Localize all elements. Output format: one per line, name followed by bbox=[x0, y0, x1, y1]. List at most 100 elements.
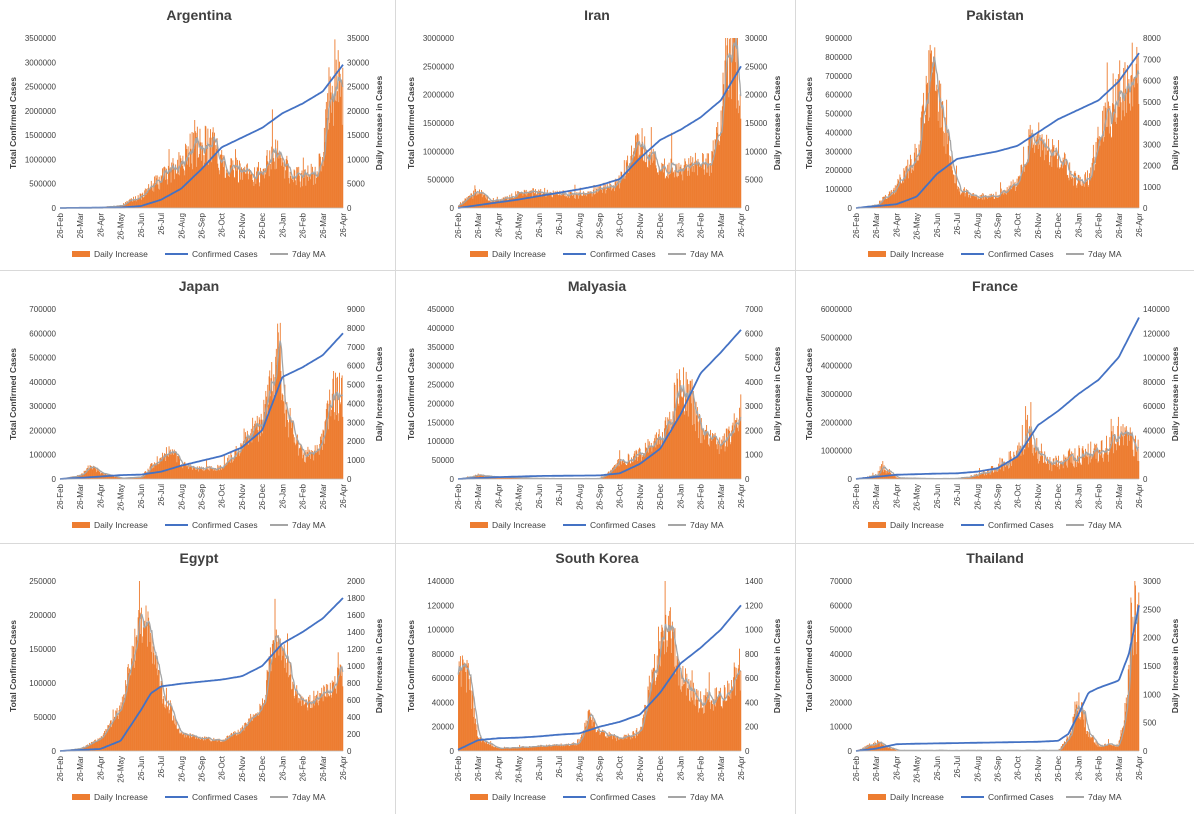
daily-bar bbox=[341, 377, 342, 479]
left-tick-label: 0 bbox=[450, 747, 455, 756]
daily-bar bbox=[881, 469, 883, 479]
month-tick-label: 26-Sep bbox=[596, 212, 605, 238]
daily-bar bbox=[115, 476, 117, 479]
daily-bar bbox=[677, 378, 679, 479]
daily-bar bbox=[88, 742, 90, 751]
daily-bar bbox=[582, 737, 584, 751]
month-tick-label: 26-Dec bbox=[258, 484, 267, 510]
daily-bar bbox=[629, 463, 631, 479]
daily-bar bbox=[605, 736, 607, 751]
daily-bar bbox=[993, 471, 995, 479]
daily-bar bbox=[476, 191, 478, 208]
daily-bar bbox=[900, 477, 902, 479]
daily-bar bbox=[665, 175, 667, 208]
daily-bar bbox=[558, 745, 559, 751]
legend-label: Daily Increase bbox=[890, 249, 944, 259]
daily-bar bbox=[273, 640, 275, 751]
daily-bar bbox=[1053, 458, 1055, 479]
daily-bar bbox=[1136, 642, 1138, 751]
daily-bar bbox=[337, 420, 339, 479]
daily-bar bbox=[712, 704, 713, 751]
chart-title: Malyasia bbox=[568, 278, 627, 294]
daily-bar bbox=[994, 467, 996, 479]
daily-bar bbox=[967, 197, 969, 208]
daily-bar bbox=[337, 667, 338, 751]
daily-bar bbox=[915, 148, 917, 208]
daily-bar bbox=[1073, 467, 1075, 479]
daily-bar bbox=[215, 739, 217, 751]
daily-bar bbox=[1111, 744, 1113, 751]
daily-bar bbox=[254, 715, 256, 751]
daily-bar bbox=[188, 469, 190, 479]
daily-bar bbox=[613, 734, 615, 751]
daily-bar bbox=[1008, 185, 1010, 208]
daily-bar bbox=[729, 444, 731, 479]
daily-bar bbox=[625, 734, 627, 751]
daily-bar bbox=[541, 746, 543, 751]
daily-bar bbox=[628, 454, 630, 479]
daily-bar bbox=[625, 160, 627, 208]
daily-bar bbox=[133, 646, 134, 751]
daily-bar bbox=[179, 733, 181, 751]
daily-bar bbox=[507, 477, 509, 479]
daily-bar bbox=[637, 732, 639, 751]
chart-panel-iran: Iran 0 500000 1000000 1500000 2000000 2500000 3… bbox=[398, 0, 796, 271]
daily-bar bbox=[488, 742, 490, 751]
daily-bar bbox=[563, 746, 565, 751]
daily-bar bbox=[243, 730, 245, 751]
daily-bar bbox=[1113, 453, 1115, 479]
daily-bar bbox=[694, 431, 696, 479]
daily-bar bbox=[691, 670, 693, 751]
daily-bar bbox=[1135, 63, 1137, 209]
legend-swatch-daily bbox=[470, 522, 488, 528]
daily-bar bbox=[121, 696, 123, 751]
daily-bar bbox=[689, 175, 690, 208]
daily-bar bbox=[727, 38, 729, 208]
daily-bar bbox=[533, 746, 534, 751]
daily-bar bbox=[566, 744, 568, 751]
daily-bar bbox=[588, 192, 590, 208]
daily-bar bbox=[181, 465, 183, 479]
right-axis-title: Daily Increase in Cases bbox=[1170, 346, 1180, 441]
daily-bar bbox=[333, 681, 335, 751]
daily-bar bbox=[125, 680, 127, 751]
daily-bar bbox=[579, 743, 581, 751]
right-tick-label: 800 bbox=[347, 679, 361, 688]
daily-bar bbox=[616, 736, 618, 751]
daily-bar bbox=[616, 179, 618, 208]
daily-bar bbox=[652, 447, 654, 479]
left-tick-label: 300000 bbox=[825, 147, 852, 156]
chart-panel-thailand: Thailand 0 10000 20000 30000 40000 50000 60000 7… bbox=[796, 543, 1194, 814]
daily-bar bbox=[937, 120, 939, 208]
daily-bar bbox=[494, 746, 496, 751]
daily-bar bbox=[246, 164, 248, 208]
daily-bar bbox=[104, 732, 106, 751]
month-tick-label: 26-May bbox=[117, 213, 126, 240]
daily-bar bbox=[625, 464, 627, 479]
daily-bar bbox=[100, 738, 102, 751]
daily-bar bbox=[326, 403, 328, 479]
daily-bar bbox=[1042, 463, 1044, 479]
daily-bar bbox=[152, 183, 154, 208]
right-tick-label: 30000 bbox=[347, 58, 370, 67]
daily-bar bbox=[163, 707, 165, 751]
daily-bar bbox=[981, 472, 982, 479]
daily-bar bbox=[886, 747, 888, 751]
daily-bar bbox=[302, 458, 304, 479]
right-axis-title: Daily Increase in Cases bbox=[374, 346, 384, 441]
daily-bar bbox=[879, 742, 880, 751]
daily-bar bbox=[1037, 149, 1039, 208]
daily-bar bbox=[271, 659, 273, 751]
daily-bar bbox=[314, 173, 315, 208]
daily-bar bbox=[134, 200, 136, 208]
daily-bar bbox=[146, 188, 148, 208]
daily-bar bbox=[327, 429, 329, 479]
month-tick-label: 26-Sep bbox=[198, 755, 207, 781]
daily-bar bbox=[179, 459, 181, 479]
daily-bar bbox=[317, 449, 319, 479]
daily-bar bbox=[307, 165, 309, 208]
right-tick-label: 80000 bbox=[1143, 378, 1166, 387]
daily-bar bbox=[583, 192, 585, 208]
daily-bar bbox=[969, 476, 971, 479]
daily-bar bbox=[891, 749, 893, 751]
